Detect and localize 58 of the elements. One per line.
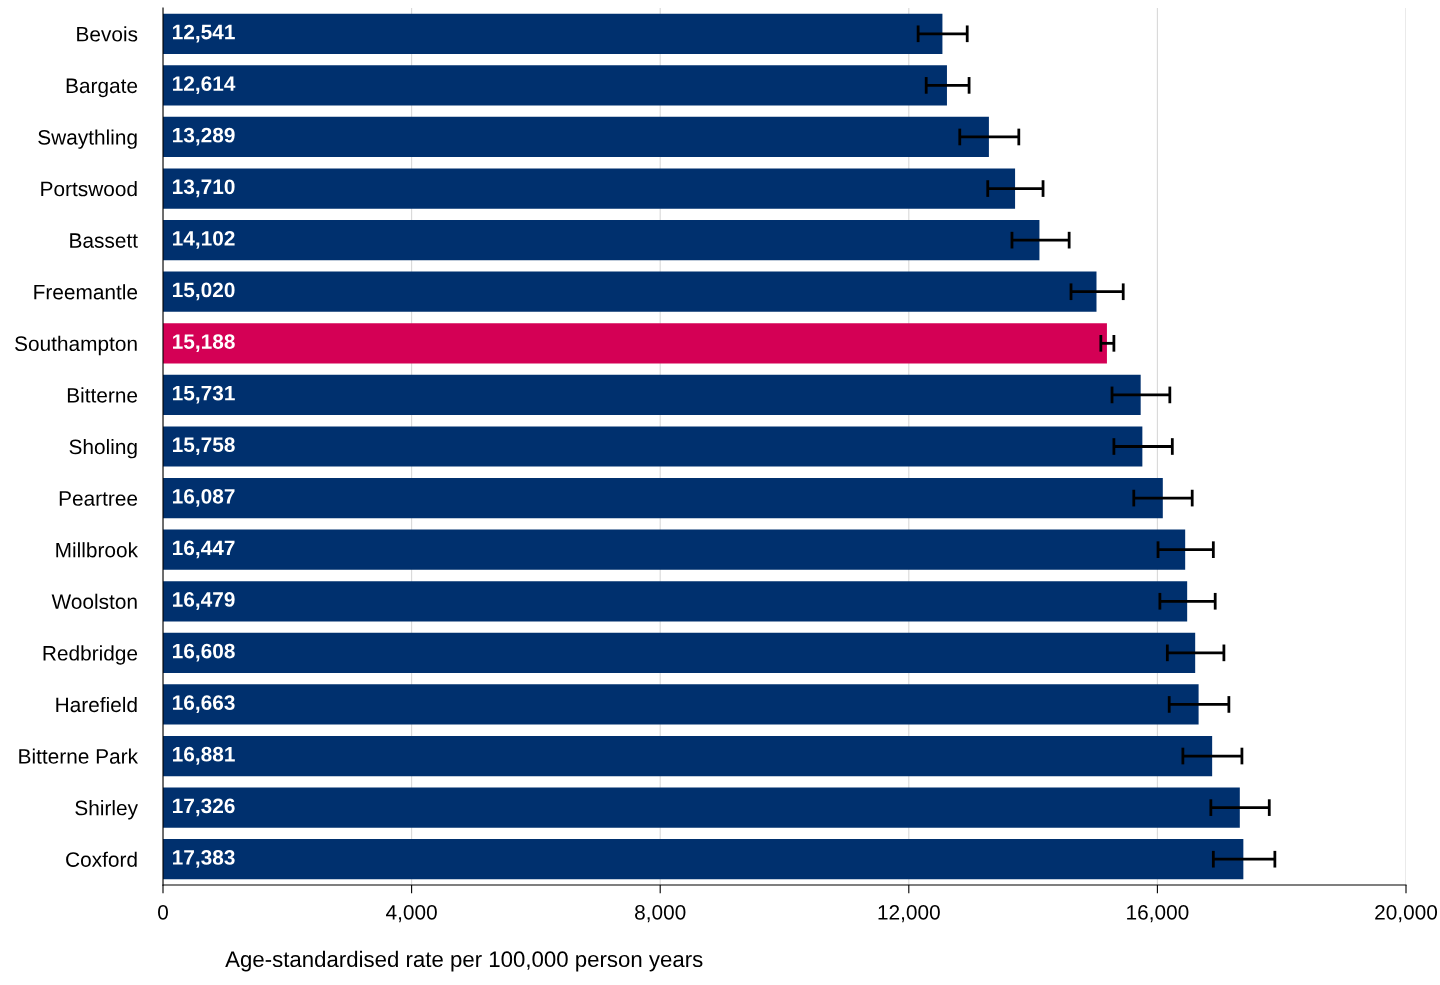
y-tick-label: Millbrook [56, 542, 139, 558]
data-label: 13,289 [173, 127, 235, 146]
y-tick-label: Swaythling [38, 129, 137, 149]
y-tick-label: Freemantle [34, 284, 138, 300]
bar [163, 426, 1143, 467]
bar [163, 323, 1107, 364]
y-tick-label: Harefield [56, 696, 137, 713]
y-tick-label: Bitterne [67, 387, 138, 403]
data-label: 16,087 [173, 488, 235, 507]
data-label: 16,479 [173, 592, 235, 610]
y-tick-label: Redbridge [43, 645, 138, 665]
x-tick-label: 12,000 [878, 904, 940, 923]
y-tick-label: Shirley [75, 800, 138, 820]
y-tick-label: Bargate [66, 78, 138, 98]
x-tick-label: 4,000 [386, 904, 437, 923]
bar [163, 787, 1240, 828]
bar [163, 529, 1186, 570]
bar [163, 374, 1141, 416]
bar [163, 581, 1188, 622]
bar [163, 271, 1097, 312]
bar [163, 13, 943, 54]
data-label: 16,447 [173, 540, 235, 559]
data-label: 16,608 [173, 643, 235, 662]
bar [163, 839, 1244, 880]
x-tick-label: 8,000 [635, 904, 686, 923]
data-label: 15,758 [173, 437, 235, 456]
data-label: 15,731 [173, 385, 235, 404]
data-label: 16,663 [173, 695, 235, 714]
data-label: 13,710 [173, 179, 235, 198]
data-label: 15,020 [173, 282, 235, 301]
y-tick-label: Woolston [51, 593, 137, 610]
x-tick-label: 20,000 [1375, 904, 1438, 923]
bar [163, 65, 947, 106]
bar [163, 168, 1016, 209]
bar [163, 632, 1196, 673]
data-label: 15,188 [173, 334, 235, 352]
x-axis-title: Age-standardised rate per 100,000 person years [225, 950, 703, 972]
y-tick-label: Bitterne Park [19, 748, 139, 764]
data-label: 16,881 [173, 746, 235, 765]
data-label: 17,326 [173, 798, 235, 817]
y-tick-label: Bevois [77, 26, 138, 42]
data-label: 12,541 [173, 24, 235, 43]
y-tick-label: Bassett [70, 233, 138, 248]
x-tick-label: 0 [158, 904, 168, 920]
y-tick-label: Southampton [15, 335, 137, 356]
x-tick-label: 16,000 [1127, 904, 1189, 923]
bar [163, 735, 1213, 777]
data-label: 12,614 [173, 76, 236, 94]
y-tick-label: Peartree [59, 491, 138, 506]
data-label: 17,383 [173, 850, 235, 868]
bar [163, 477, 1163, 519]
bar [163, 116, 989, 158]
y-tick-label: Sholing [69, 438, 137, 459]
bar [163, 220, 1040, 261]
data-label: 14,102 [173, 230, 235, 249]
y-tick-label: Coxford [66, 851, 137, 867]
bar [163, 684, 1199, 725]
y-tick-label: Portswood [41, 181, 137, 197]
